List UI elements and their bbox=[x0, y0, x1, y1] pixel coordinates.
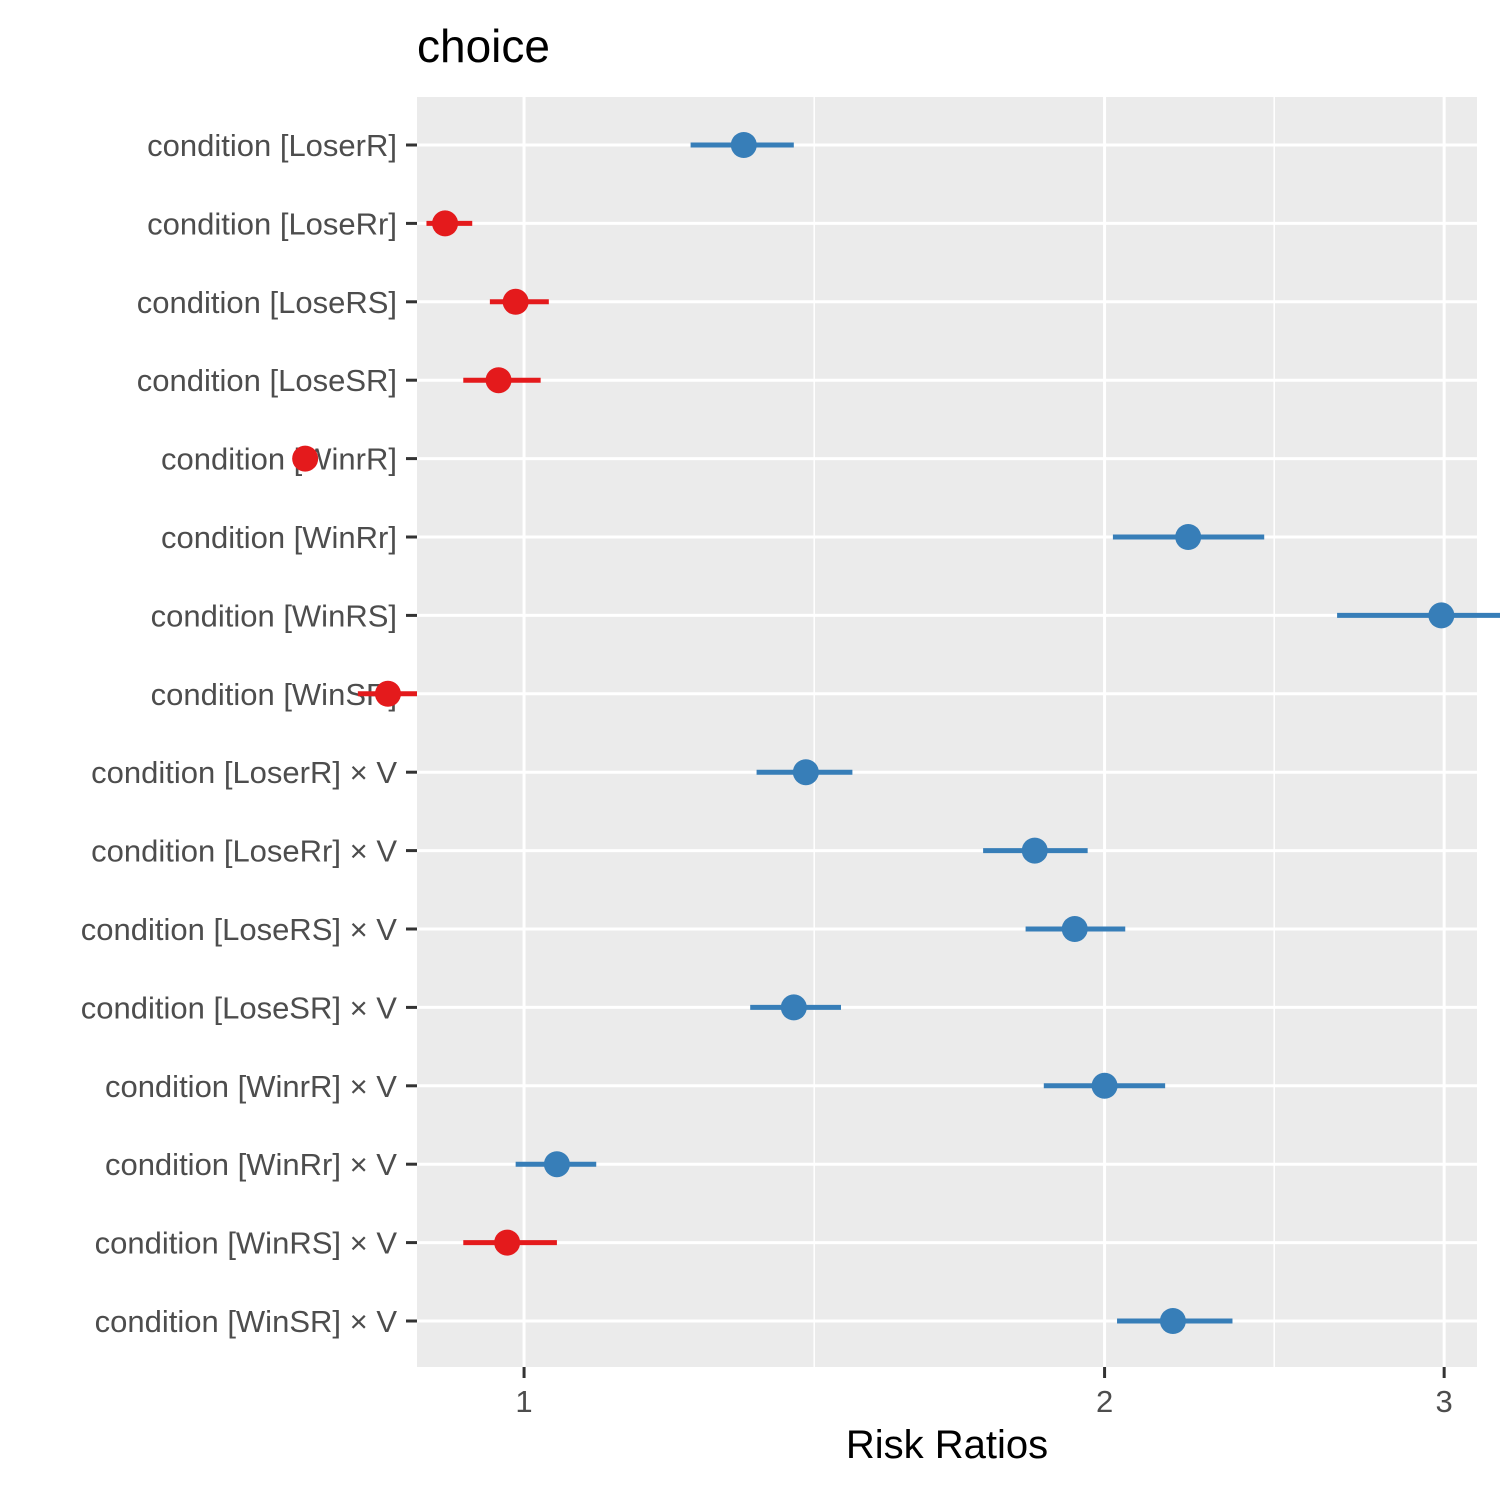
y-tick-label: condition [LoseRr] bbox=[147, 206, 397, 241]
y-tick-label: condition [LoseRS] × V bbox=[81, 912, 398, 947]
estimate-point bbox=[792, 759, 819, 786]
y-tick-label: condition [WinRr] × V bbox=[105, 1147, 397, 1182]
estimate-point bbox=[374, 680, 401, 707]
plot-panel bbox=[417, 97, 1477, 1367]
estimate-point bbox=[1091, 1072, 1118, 1099]
estimate-point bbox=[730, 132, 757, 158]
estimate-point bbox=[292, 445, 319, 472]
y-tick-label: condition [WinrR] × V bbox=[105, 1069, 397, 1104]
estimate-point bbox=[543, 1151, 570, 1178]
estimate-point bbox=[780, 994, 807, 1021]
x-axis: 1 2 3 bbox=[515, 1367, 1453, 1419]
estimate-point bbox=[1159, 1308, 1186, 1334]
y-tick-label: condition [LoserR] × V bbox=[91, 755, 397, 790]
estimate-marks bbox=[292, 132, 1500, 1334]
chart-title: choice bbox=[417, 20, 550, 72]
y-tick-label: condition [LoseRr] × V bbox=[91, 834, 397, 869]
estimate-point bbox=[1428, 602, 1455, 629]
x-tick-label: 1 bbox=[515, 1384, 532, 1419]
estimate-point bbox=[432, 210, 459, 237]
x-tick-label: 3 bbox=[1436, 1384, 1453, 1419]
y-tick-label: condition [WinRS] bbox=[151, 598, 397, 633]
estimate-point bbox=[1061, 916, 1088, 942]
y-tick-label: condition [LoserR] bbox=[147, 128, 397, 163]
y-tick-label: condition [LoseRS] bbox=[137, 285, 397, 320]
y-tick-label: condition [LoseSR] bbox=[137, 363, 397, 398]
y-tick-label: condition [WinSR] bbox=[151, 677, 397, 712]
estimate-point bbox=[485, 367, 512, 394]
y-tick-label: condition [WinRS] × V bbox=[95, 1226, 398, 1261]
y-tick-label: condition [WinSR] × V bbox=[95, 1304, 398, 1339]
estimate-point bbox=[502, 288, 529, 315]
estimate-point bbox=[494, 1229, 521, 1256]
minor-gridlines bbox=[232, 97, 1275, 1367]
y-tick-label: condition [WinrR] bbox=[161, 442, 397, 477]
x-tick-label: 2 bbox=[1096, 1384, 1113, 1419]
estimate-point bbox=[1021, 837, 1048, 864]
estimate-point bbox=[1175, 524, 1202, 550]
x-axis-label: Risk Ratios bbox=[846, 1423, 1048, 1467]
y-tick-label: condition [WinRr] bbox=[161, 520, 397, 555]
y-axis: condition [LoserR] condition [LoseRr] cond… bbox=[81, 128, 417, 1339]
y-tick-label: condition [LoseSR] × V bbox=[81, 990, 398, 1025]
major-gridlines bbox=[417, 97, 1477, 1367]
